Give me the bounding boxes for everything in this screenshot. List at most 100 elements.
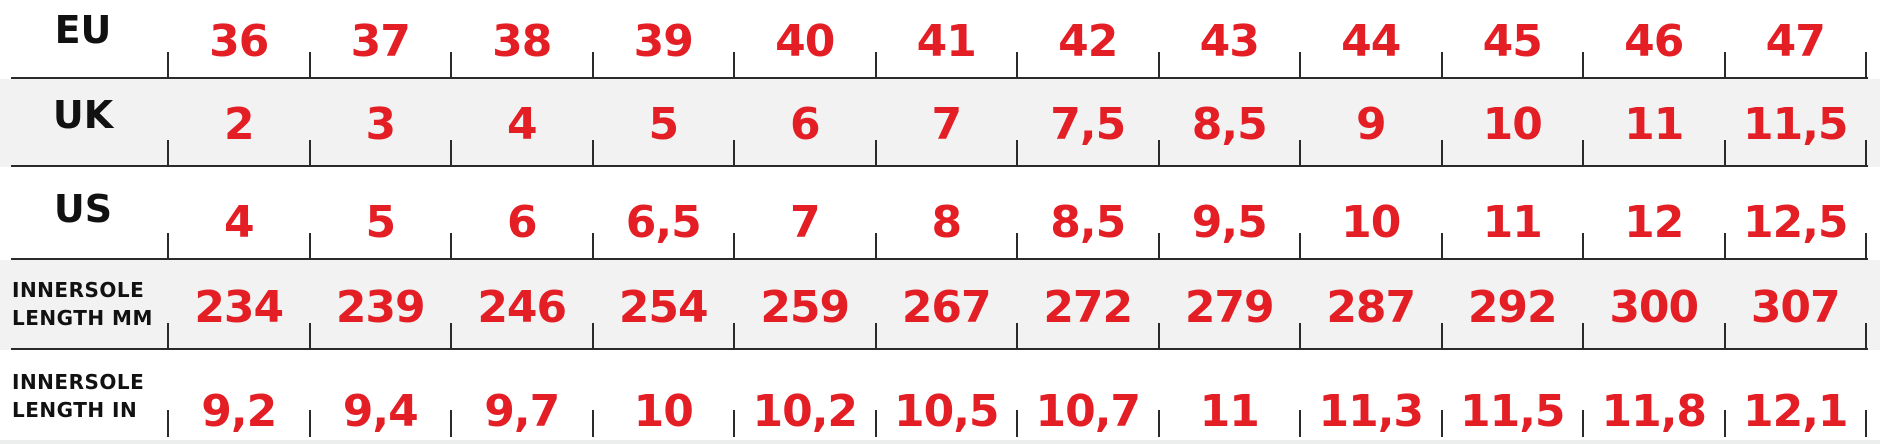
size-cell: 12,5 [1742, 197, 1849, 248]
column-tick [167, 233, 169, 260]
column-tick [1016, 52, 1018, 79]
column-tick [1582, 323, 1584, 350]
size-cell: 39 [633, 16, 694, 67]
size-cell: 239 [335, 282, 426, 333]
size-cell: 44 [1341, 16, 1401, 67]
column-tick [1299, 410, 1301, 437]
row-divider [11, 165, 1868, 167]
row-divider [11, 348, 1868, 350]
row-label: US [53, 187, 113, 231]
column-tick [1440, 410, 1443, 437]
size-cell: 272 [1043, 282, 1133, 333]
size-cell: 12 [1624, 197, 1684, 248]
size-cell: 45 [1482, 16, 1543, 67]
size-cell: 6,5 [625, 197, 702, 248]
size-cell: 5 [365, 197, 396, 248]
size-cell: 42 [1058, 16, 1118, 67]
column-tick [1016, 323, 1018, 350]
column-tick [308, 323, 311, 350]
size-cell: 287 [1326, 282, 1416, 333]
size-cell: 2 [223, 99, 255, 150]
column-tick [591, 410, 594, 437]
size-cell: 10 [1482, 99, 1543, 150]
size-cell: 9,4 [342, 386, 419, 437]
size-cell: 307 [1750, 282, 1841, 333]
size-cell: 5 [648, 99, 679, 150]
column-tick [1016, 410, 1018, 437]
size-cell: 3 [365, 99, 396, 150]
column-tick [1865, 52, 1867, 79]
bottom-strip [0, 440, 1880, 444]
label-line-2: LENGTH IN [12, 398, 138, 422]
size-cell: 47 [1765, 16, 1826, 67]
size-cell: 10,5 [893, 386, 1000, 437]
size-cell: 4 [223, 197, 255, 248]
label-line-2: LENGTH MM [12, 306, 153, 330]
size-cell: 41 [916, 16, 977, 67]
column-tick [1723, 52, 1726, 79]
column-tick [1723, 140, 1726, 167]
size-row-innersole-mm: INNERSOLE LENGTH MM 234 239 246 254 259 267 272 2… [0, 260, 1880, 350]
column-tick [733, 410, 735, 437]
size-cell: 10,2 [752, 386, 858, 437]
column-tick [1299, 323, 1301, 350]
size-cell: 10 [633, 386, 694, 437]
size-cell: 8,5 [1191, 99, 1268, 150]
column-tick [591, 233, 594, 260]
size-cell: 36 [209, 16, 269, 67]
column-tick [1723, 233, 1726, 260]
column-tick [733, 323, 735, 350]
column-tick [167, 52, 169, 79]
size-cell: 7,5 [1050, 99, 1126, 150]
column-tick [1157, 410, 1160, 437]
size-cell: 11,5 [1459, 386, 1566, 437]
size-cell: 7 [931, 99, 962, 150]
column-tick [308, 410, 311, 437]
column-tick [1440, 233, 1443, 260]
column-tick [1016, 140, 1018, 167]
column-tick [1582, 140, 1584, 167]
column-tick [1157, 52, 1160, 79]
column-tick [1582, 410, 1584, 437]
column-tick [874, 323, 877, 350]
column-tick [1440, 52, 1443, 79]
column-tick [1299, 140, 1301, 167]
label-line-1: INNERSOLE [12, 370, 145, 394]
column-tick [308, 233, 311, 260]
column-tick [1582, 52, 1584, 79]
size-cell: 11,5 [1742, 99, 1849, 150]
size-cell: 9,2 [201, 386, 277, 437]
label-line-1: INNERSOLE [12, 278, 145, 302]
column-tick [1299, 233, 1301, 260]
size-cell: 8,5 [1050, 197, 1126, 248]
size-cell: 234 [194, 282, 284, 333]
size-cell: 11,3 [1318, 386, 1424, 437]
size-cell: 292 [1467, 282, 1558, 333]
column-tick [1299, 52, 1301, 79]
size-cell: 11 [1482, 197, 1543, 248]
size-cell: 37 [350, 16, 411, 67]
column-tick [874, 233, 877, 260]
size-cell: 259 [760, 282, 850, 333]
column-tick [450, 52, 452, 79]
size-cell: 9,5 [1191, 197, 1268, 248]
row-divider [11, 77, 1868, 79]
column-tick [1865, 140, 1867, 167]
row-label: INNERSOLE LENGTH IN [12, 368, 180, 424]
size-cell: 46 [1624, 16, 1684, 67]
column-tick [450, 410, 452, 437]
size-row-us: US 4 5 6 6,5 7 8 8,5 9,5 10 11 12 12,5 [0, 167, 1880, 260]
column-tick [167, 410, 169, 437]
column-tick [1440, 140, 1443, 167]
column-tick [1582, 233, 1584, 260]
column-tick [1723, 323, 1726, 350]
row-divider [11, 258, 1868, 260]
column-tick [733, 233, 735, 260]
column-tick [874, 410, 877, 437]
size-cell: 246 [477, 282, 567, 333]
row-label: UK [52, 93, 114, 137]
column-tick [1865, 323, 1867, 350]
size-cell: 254 [618, 282, 709, 333]
column-tick [167, 140, 169, 167]
column-tick [308, 140, 311, 167]
